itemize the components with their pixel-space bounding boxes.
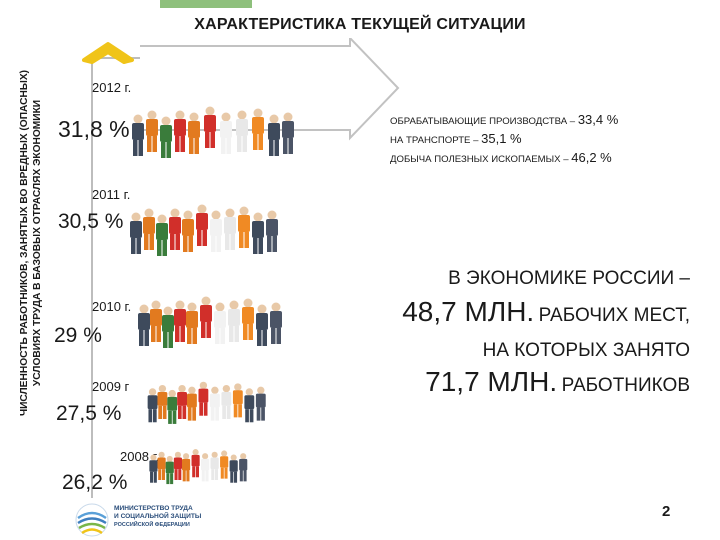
year-label-2012: 2012 г. xyxy=(92,80,132,95)
workers-image-2009 xyxy=(147,381,266,424)
workers-image-2008 xyxy=(149,449,248,485)
workers-number: 71,7 МЛН. xyxy=(425,366,558,397)
sector-item-transport: НА ТРАНСПОРТЕ – 35,1 % xyxy=(390,131,522,146)
page-title: ХАРАКТЕРИСТИКА ТЕКУЩЕЙ СИТУАЦИИ xyxy=(194,16,526,33)
economy-line3: НА КОТОРЫХ ЗАНЯТО xyxy=(482,340,690,361)
top-accent-bar xyxy=(160,0,252,8)
percent-2008: 26,2 % xyxy=(62,471,128,494)
jobs-number: 48,7 МЛН. xyxy=(402,296,535,327)
jobs-text: РАБОЧИХ МЕСТ, xyxy=(538,305,690,326)
sector-item-mining: ДОБЫЧА ПОЛЕЗНЫХ ИСКОПАЕМЫХ – 46,2 % xyxy=(390,150,612,165)
percent-2010: 29 % xyxy=(54,324,102,347)
percent-2009: 27,5 % xyxy=(56,402,122,425)
ministry-logo-icon xyxy=(75,503,109,537)
year-label-2010: 2010 г. xyxy=(92,299,132,314)
vertical-label-line1: ЧИСЛЕННОСТЬ РАБОТНИКОВ, ЗАНЯТЫХ ВО ВРЕДН… xyxy=(19,69,30,417)
workers-text: РАБОТНИКОВ xyxy=(561,375,690,396)
year-label-2009: 2009 г xyxy=(92,379,130,394)
page-number: 2 xyxy=(662,503,671,520)
year-label-2008: 2008 г. xyxy=(120,449,160,464)
economy-line1: В ЭКОНОМИКЕ РОССИИ – xyxy=(448,268,690,289)
economy-workers: 71,7 МЛН. РАБОТНИКОВ xyxy=(320,366,690,398)
workers-image-2012 xyxy=(132,106,294,158)
percent-2012: 31,8 % xyxy=(58,116,130,142)
vertical-label-line2: УСЛОВИЯХ ТРУДА В БАЗОВЫХ ОТРАСЛЯХ ЭКОНОМ… xyxy=(32,99,43,387)
sector-item-manufacturing: ОБРАБАТЫВАЮЩИЕ ПРОИЗВОДСТВА – 33,4 % xyxy=(390,112,619,127)
percent-2011: 30,5 % xyxy=(58,210,124,233)
year-label-2011: 2011 г. xyxy=(92,187,131,202)
workers-image-2010 xyxy=(138,296,282,348)
workers-image-2011 xyxy=(130,204,278,256)
sector-list: ОБРАБАТЫВАЮЩИЕ ПРОИЗВОДСТВА – 33,4 % НА … xyxy=(390,112,618,165)
economy-jobs: 48,7 МЛН. РАБОЧИХ МЕСТ, xyxy=(320,296,690,328)
ministry-logo-text: МИНИСТЕРСТВО ТРУДА И СОЦИАЛЬНОЙ ЗАЩИТЫ Р… xyxy=(114,505,202,528)
arrow-graphic xyxy=(82,38,400,498)
vertical-axis-label: ЧИСЛЕННОСТЬ РАБОТНИКОВ, ЗАНЯТЫХ ВО ВРЕДН… xyxy=(18,8,44,478)
